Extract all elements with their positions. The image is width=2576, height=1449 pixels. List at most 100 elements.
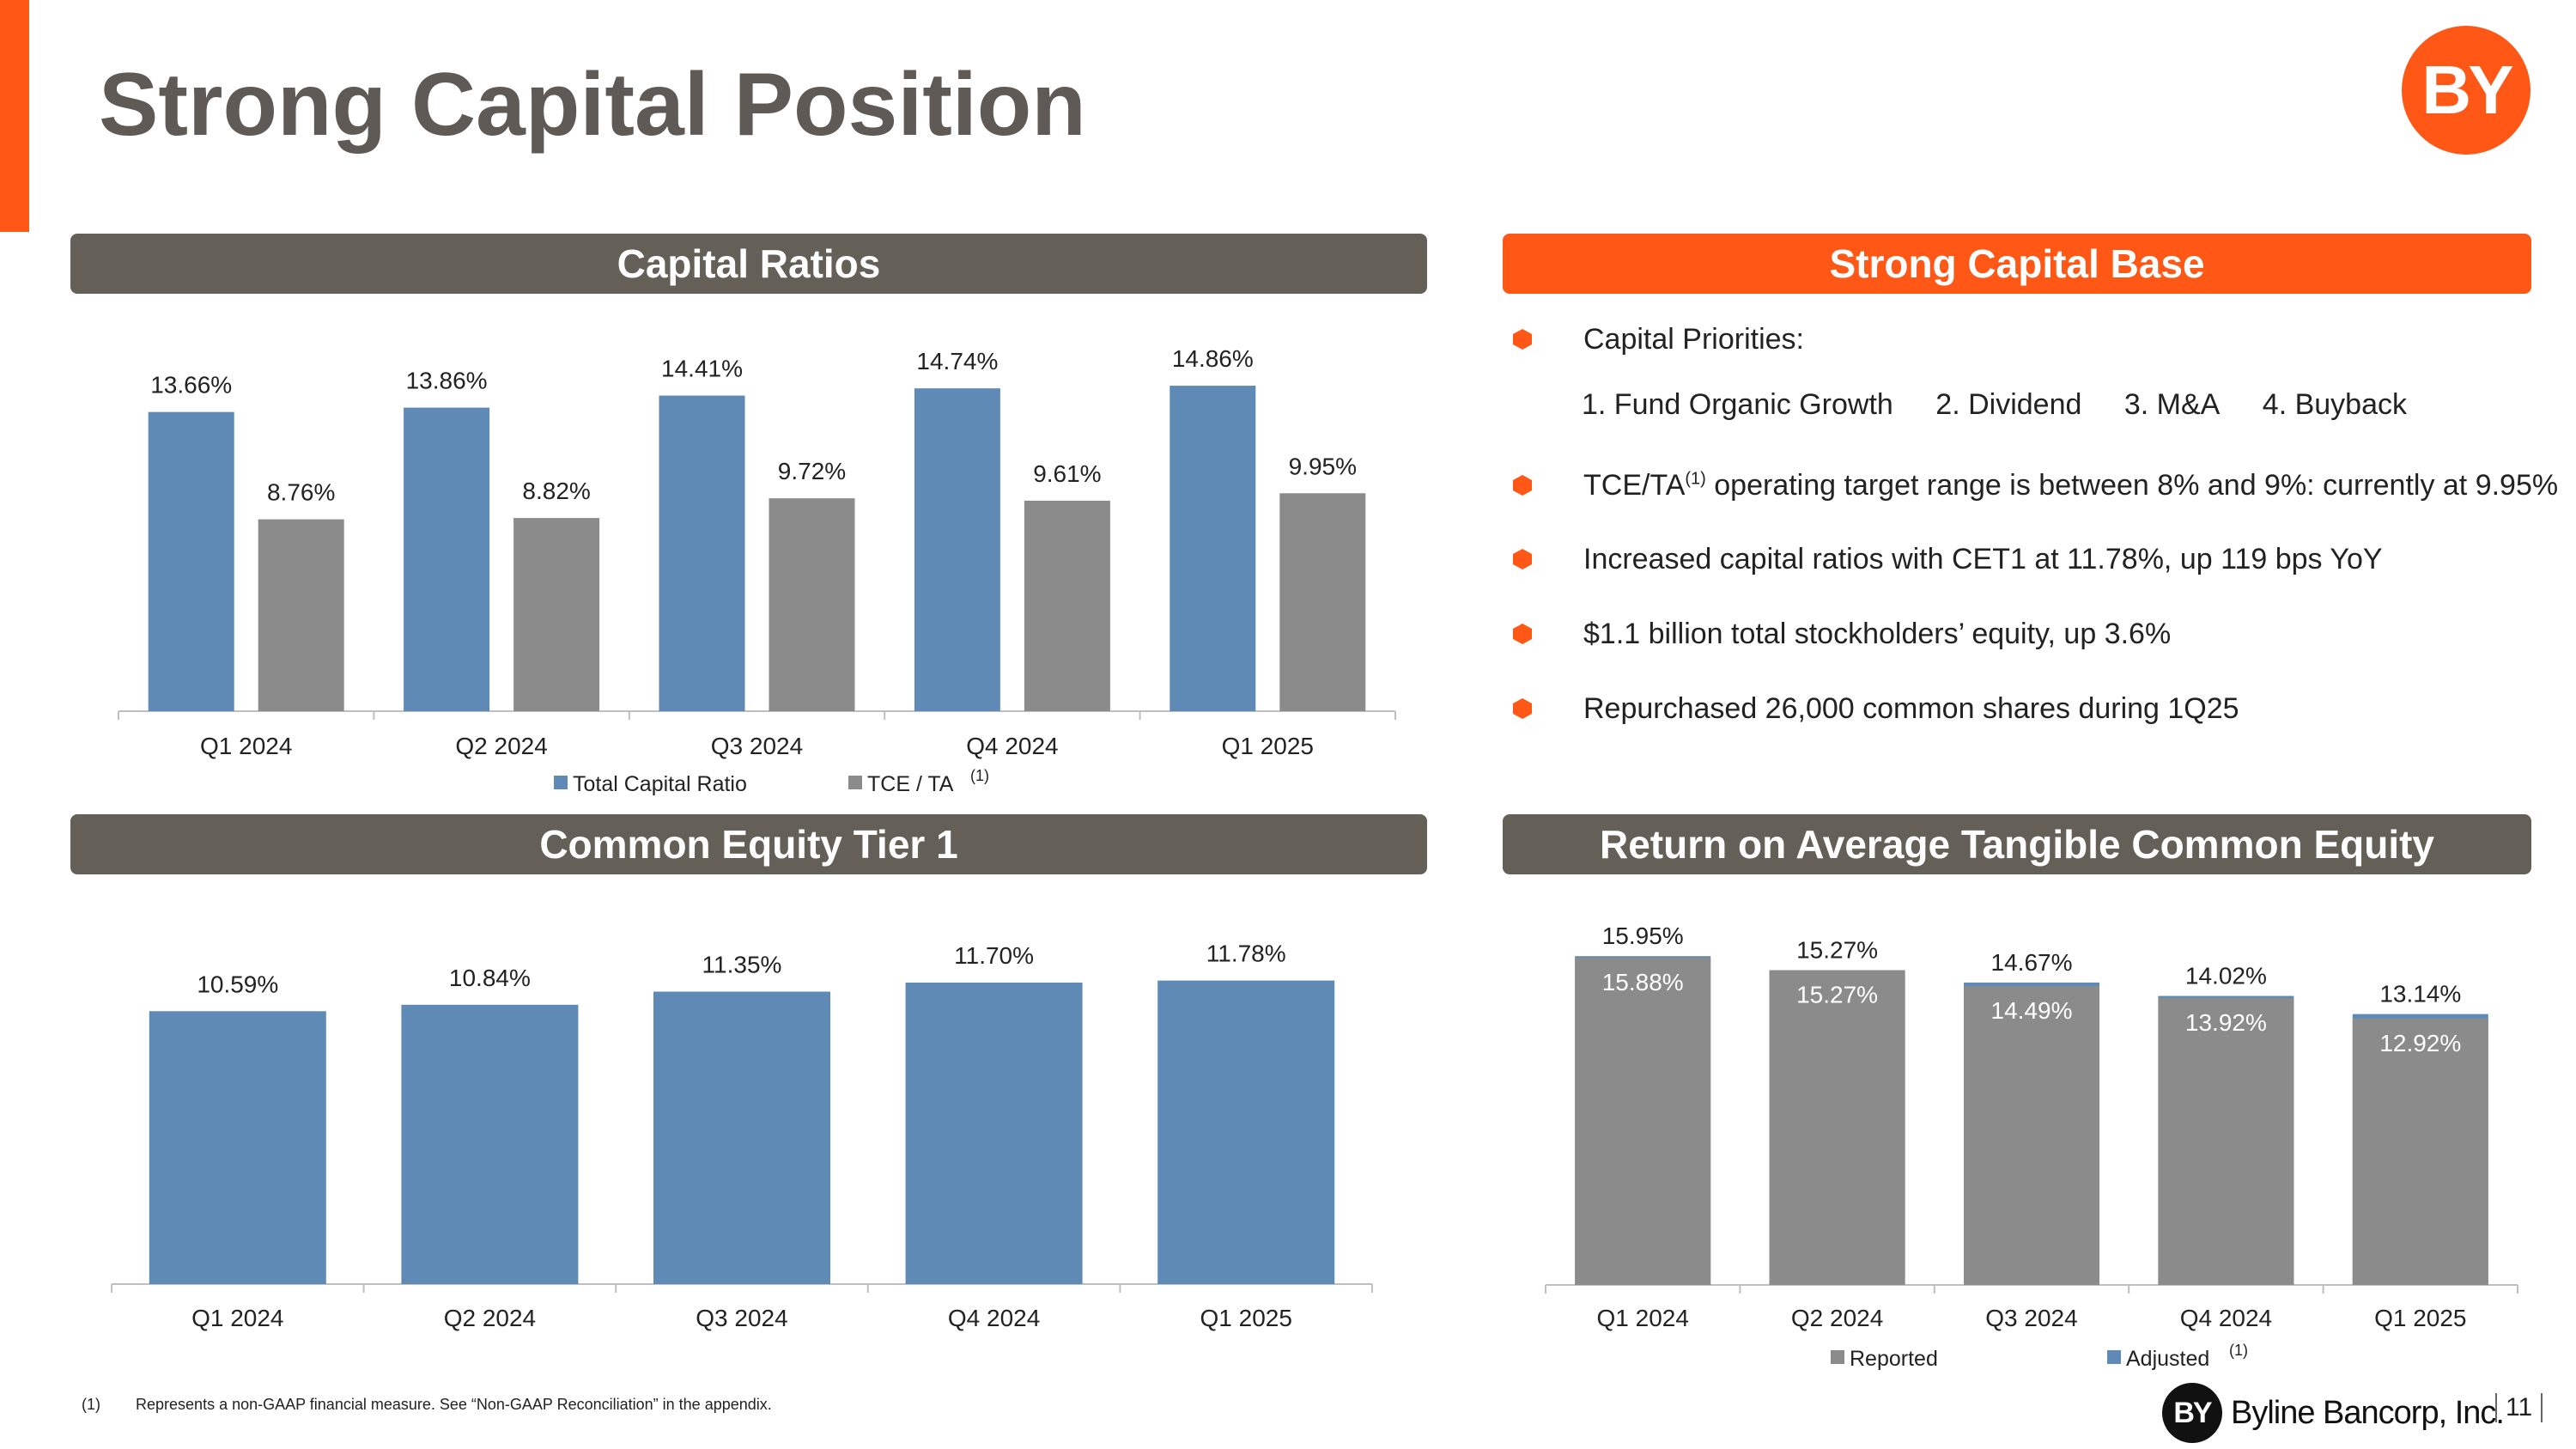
rotce-tick-label: Q1 2024 bbox=[1596, 1305, 1688, 1331]
priority-item: 4. Buyback bbox=[2262, 388, 2407, 421]
capital_ratios-bar-1 bbox=[1024, 500, 1110, 711]
cet1-data-label: 11.70% bbox=[954, 942, 1034, 969]
byline-logo: BY bbox=[2402, 26, 2530, 155]
capital-base-header: Strong Capital Base bbox=[1503, 234, 2531, 294]
capital_ratios-bar-0 bbox=[914, 388, 1000, 711]
bullet-text: $1.1 billion total stockholders’ equity,… bbox=[1583, 618, 2172, 650]
cet1-bar-0 bbox=[653, 991, 830, 1284]
capital_ratios-data-label: 9.95% bbox=[1289, 453, 1357, 479]
footnote-number: (1) bbox=[82, 1396, 100, 1413]
footer-logo-mark: BY bbox=[2162, 1383, 2222, 1443]
cet1-data-label: 10.84% bbox=[449, 965, 531, 991]
tce-label: TCE/TA bbox=[1583, 469, 1686, 502]
cet1-bar-0 bbox=[905, 983, 1083, 1284]
capital_ratios-data-label: 8.82% bbox=[522, 478, 590, 504]
cet1-data-label: 10.59% bbox=[197, 971, 278, 997]
capital_ratios-tick-label: Q1 2024 bbox=[200, 733, 292, 759]
capital_ratios-data-label: 13.66% bbox=[150, 372, 232, 399]
capital-priorities-row: 1. Fund Organic Growth 2. Dividend 3. M&… bbox=[1582, 388, 2441, 422]
rotce-bar-reported bbox=[1769, 970, 1905, 1285]
rotce-label-adjusted: 14.67% bbox=[1991, 949, 2073, 976]
rotce-label-reported: 13.92% bbox=[2185, 1009, 2267, 1036]
capital_ratios-data-label: 14.86% bbox=[1172, 345, 1254, 372]
rotce-label-reported: 12.92% bbox=[2379, 1030, 2461, 1056]
capital_ratios-bar-0 bbox=[1170, 386, 1256, 711]
capital_ratios-legend-swatch bbox=[848, 776, 862, 789]
rotce-legend-note: (1) bbox=[2229, 1342, 2248, 1359]
capital_ratios-legend-swatch bbox=[554, 776, 568, 789]
capital_ratios-legend-label: Total Capital Ratio bbox=[573, 772, 747, 796]
rotce-bar-reported bbox=[2158, 997, 2294, 1285]
bullet-text: Repurchased 26,000 common shares during … bbox=[1583, 692, 2239, 725]
accent-bar bbox=[0, 0, 29, 232]
cet1-tick-label: Q2 2024 bbox=[444, 1305, 536, 1331]
rotce-legend-label: Reported bbox=[1850, 1347, 1938, 1371]
capital_ratios-data-label: 9.72% bbox=[778, 458, 846, 484]
footnote-text: Represents a non-GAAP financial measure.… bbox=[136, 1396, 772, 1413]
capital-priorities-label: Capital Priorities: bbox=[1583, 323, 1804, 356]
capital_ratios-data-label: 14.74% bbox=[916, 348, 998, 374]
hexagon-bullet-icon bbox=[1513, 624, 1532, 644]
capital_ratios-bar-1 bbox=[258, 519, 344, 711]
capital_ratios-bar-1 bbox=[769, 498, 855, 711]
hexagon-bullet-icon bbox=[1513, 475, 1532, 496]
cet1-tick-label: Q1 2024 bbox=[191, 1305, 283, 1331]
capital_ratios-data-label: 8.76% bbox=[267, 479, 335, 506]
rotce-bar-reported bbox=[1964, 986, 2099, 1285]
page-title: Strong Capital Position bbox=[99, 55, 1086, 155]
capital_ratios-legend-note: (1) bbox=[970, 767, 989, 784]
hexagon-bullet-icon bbox=[1513, 698, 1532, 719]
footnote-ref: (1) bbox=[1685, 469, 1706, 489]
capital_ratios-legend-label: TCE / TA bbox=[867, 772, 954, 796]
rotce-bar-reported bbox=[1575, 957, 1711, 1285]
capital_ratios-data-label: 13.86% bbox=[406, 368, 488, 394]
cet1-data-label: 11.78% bbox=[1206, 941, 1286, 967]
rotce-label-reported: 15.27% bbox=[1796, 982, 1878, 1008]
rotce-label-adjusted: 13.14% bbox=[2379, 981, 2461, 1008]
rotce-legend-swatch bbox=[2107, 1350, 2121, 1364]
rotce-label-reported: 15.88% bbox=[1602, 969, 1684, 995]
cet1-header: Common Equity Tier 1 bbox=[70, 814, 1427, 874]
capital_ratios-bar-0 bbox=[659, 395, 745, 711]
capital_ratios-data-label: 14.41% bbox=[661, 356, 743, 382]
capital_ratios-bar-0 bbox=[148, 411, 234, 711]
capital_ratios-tick-label: Q2 2024 bbox=[455, 733, 547, 759]
capital-ratios-header: Capital Ratios bbox=[70, 234, 1427, 294]
capital_ratios-data-label: 9.61% bbox=[1033, 460, 1101, 487]
priority-item: 3. M&A bbox=[2123, 388, 2221, 421]
capital_ratios-tick-label: Q3 2024 bbox=[711, 733, 803, 759]
cet1-tick-label: Q3 2024 bbox=[696, 1305, 787, 1331]
footer-company-name: Byline Bancorp, Inc. bbox=[2231, 1394, 2505, 1431]
capital_ratios-tick-label: Q4 2024 bbox=[966, 733, 1058, 759]
rotce-bar-reported bbox=[2352, 1018, 2488, 1285]
page-number: 11 bbox=[2495, 1393, 2543, 1422]
hexagon-bullet-icon bbox=[1513, 549, 1532, 569]
priority-item: 1. Fund Organic Growth bbox=[1582, 388, 1893, 421]
cet1-data-label: 11.35% bbox=[702, 952, 782, 978]
rotce-tick-label: Q4 2024 bbox=[2180, 1305, 2272, 1331]
rotce-tick-label: Q1 2025 bbox=[2374, 1305, 2466, 1331]
tce-target-text: operating target range is between 8% and… bbox=[1705, 469, 2559, 502]
capital_ratios-bar-0 bbox=[404, 407, 490, 711]
footnote: (1) Represents a non-GAAP financial meas… bbox=[82, 1396, 772, 1414]
rotce-label-adjusted: 15.27% bbox=[1796, 937, 1878, 964]
rotce-header: Return on Average Tangible Common Equity bbox=[1503, 814, 2531, 874]
cet1-tick-label: Q1 2025 bbox=[1200, 1305, 1291, 1331]
rotce-label-adjusted: 14.02% bbox=[2185, 963, 2267, 989]
rotce-label-adjusted: 15.95% bbox=[1602, 922, 1684, 949]
rotce-tick-label: Q3 2024 bbox=[1985, 1305, 2077, 1331]
cet1-tick-label: Q4 2024 bbox=[948, 1305, 1040, 1331]
capital_ratios-bar-1 bbox=[1279, 493, 1366, 711]
capital_ratios-tick-label: Q1 2025 bbox=[1222, 733, 1314, 759]
cet1-bar-0 bbox=[149, 1011, 326, 1284]
rotce-label-reported: 14.49% bbox=[1991, 997, 2073, 1024]
cet1-bar-0 bbox=[401, 1004, 579, 1284]
rotce-legend-swatch bbox=[1831, 1350, 1844, 1364]
hexagon-bullet-icon bbox=[1513, 329, 1532, 350]
footer-logo: BY Byline Bancorp, Inc. bbox=[2162, 1383, 2505, 1443]
cet1-bar-0 bbox=[1157, 980, 1335, 1284]
capital_ratios-bar-1 bbox=[513, 518, 600, 711]
priority-item: 2. Dividend bbox=[1935, 388, 2082, 421]
bullet-text: Increased capital ratios with CET1 at 11… bbox=[1583, 543, 2383, 575]
